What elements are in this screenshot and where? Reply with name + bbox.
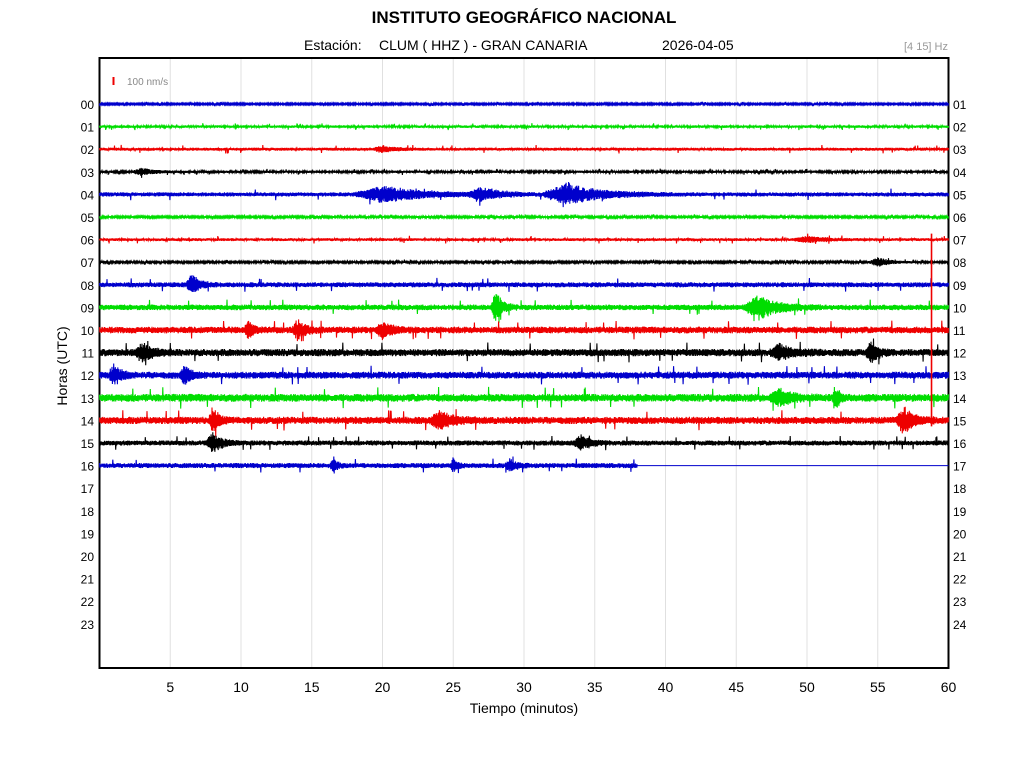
y-tick-label-right: 12 — [953, 347, 967, 361]
trace-hour-13 — [98, 386, 950, 411]
trace-hour-09 — [98, 293, 950, 323]
trace-hour-07 — [98, 257, 950, 267]
y-tick-label-left: 12 — [81, 369, 95, 383]
trace-hour-10 — [98, 319, 950, 342]
y-tick-label-right: 21 — [953, 550, 967, 564]
y-tick-label-right: 13 — [953, 369, 967, 383]
station-label: Estación: — [304, 37, 362, 53]
trace-hour-05 — [98, 213, 950, 221]
x-tick-label: 60 — [941, 679, 957, 695]
y-tick-label-left: 13 — [81, 392, 95, 406]
y-tick-label-left: 16 — [81, 460, 95, 474]
y-tick-label-right: 17 — [953, 460, 967, 474]
y-tick-label-right: 01 — [953, 98, 967, 112]
y-tick-label-right: 20 — [953, 527, 967, 541]
y-tick-label-left: 09 — [81, 301, 95, 315]
station-name: CLUM ( HHZ ) - GRAN CANARIA — [379, 37, 588, 53]
trace-hour-00 — [98, 101, 950, 107]
x-tick-label: 50 — [799, 679, 815, 695]
trace-hour-11 — [98, 338, 950, 366]
y-tick-label-right: 15 — [953, 414, 967, 428]
y-tick-label-left: 22 — [81, 595, 95, 609]
y-tick-label-right: 23 — [953, 595, 967, 609]
trace-group — [98, 101, 950, 474]
x-tick-label: 45 — [728, 679, 744, 695]
trace-hour-04 — [98, 181, 950, 208]
x-tick-label: 30 — [516, 679, 532, 695]
record-date: 2026-04-05 — [662, 37, 734, 53]
y-tick-label-left: 08 — [81, 279, 95, 293]
trace-hour-01 — [98, 123, 950, 131]
y-tick-label-left: 07 — [81, 256, 95, 270]
trace-hour-08 — [98, 275, 950, 293]
x-tick-label: 5 — [166, 679, 174, 695]
y-tick-label-left: 02 — [81, 143, 95, 157]
x-tick-label: 15 — [304, 679, 320, 695]
y-tick-label-right: 09 — [953, 279, 967, 293]
trace-hour-03 — [98, 167, 950, 178]
y-tick-label-left: 18 — [81, 505, 95, 519]
x-tick-labels: 5 10 15 20 25 30 35 40 45 50 55 60 — [166, 679, 956, 695]
x-tick-label: 10 — [233, 679, 249, 695]
y-tick-label-left: 06 — [81, 234, 95, 248]
y-tick-label-right: 14 — [953, 392, 967, 406]
y-tick-label-left: 23 — [81, 618, 95, 632]
grid-lines — [169, 59, 879, 667]
y-tick-label-right: 18 — [953, 482, 967, 496]
y-tick-label-right: 07 — [953, 234, 967, 248]
x-tick-label: 35 — [587, 679, 603, 695]
y-tick-label-right: 10 — [953, 301, 967, 315]
y-tick-label-right: 19 — [953, 505, 967, 519]
y-tick-label-right: 22 — [953, 573, 967, 587]
y-tick-label-right: 02 — [953, 121, 967, 135]
y-tick-label-left: 04 — [81, 188, 95, 202]
y-tick-label-right: 06 — [953, 211, 967, 225]
y-tick-label-left: 05 — [81, 211, 95, 225]
y-tick-label-left: 00 — [81, 98, 95, 112]
y-tick-label-left: 17 — [81, 482, 95, 496]
y-tick-label-left: 10 — [81, 324, 95, 338]
y-tick-label-right: 16 — [953, 437, 967, 451]
y-tick-label-right: 08 — [953, 256, 967, 270]
y-tick-label-left: 14 — [81, 414, 95, 428]
y-tick-labels: 00 01 01 02 02 03 03 04 04 05 05 06 06 07 07 08 08 09 09 10… — [81, 98, 967, 632]
trace-hour-15 — [98, 432, 950, 452]
y-tick-label-right: 24 — [953, 618, 967, 632]
y-tick-label-right: 05 — [953, 188, 967, 202]
y-tick-label-right: 04 — [953, 166, 967, 180]
trace-hour-12 — [98, 363, 950, 385]
y-tick-label-left: 15 — [81, 437, 95, 451]
x-axis-label: Tiempo (minutos) — [469, 700, 579, 716]
y-tick-label-right: 03 — [953, 143, 967, 157]
y-tick-label-left: 20 — [81, 550, 95, 564]
y-tick-label-left: 11 — [82, 347, 95, 361]
x-tick-label: 25 — [445, 679, 461, 695]
y-tick-label-left: 21 — [81, 573, 95, 587]
x-tick-label: 20 — [375, 679, 391, 695]
filter-band: [4 15] Hz — [903, 41, 948, 53]
y-tick-label-right: 11 — [953, 324, 966, 338]
y-tick-label-left: 03 — [81, 166, 95, 180]
trace-hour-14 — [98, 406, 950, 438]
plot-frame — [98, 57, 950, 669]
scale-bar-label: 100 nm/s — [127, 77, 168, 88]
y-tick-label-left: 19 — [81, 527, 95, 541]
x-tick-label: 40 — [658, 679, 674, 695]
x-tick-label: 55 — [870, 679, 886, 695]
y-tick-label-left: 01 — [81, 121, 95, 135]
trace-hour-06 — [98, 233, 950, 244]
trace-hour-02 — [98, 144, 950, 154]
trace-hour-16 — [98, 456, 638, 474]
station-title: INSTITUTO GEOGRÁFICO NACIONAL — [371, 8, 677, 27]
scale-bar — [112, 77, 115, 85]
